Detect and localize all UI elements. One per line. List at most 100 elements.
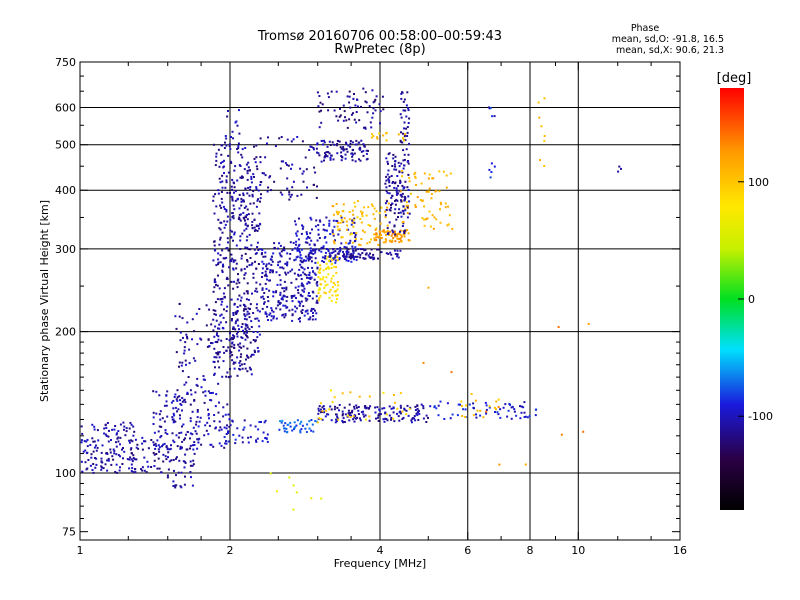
data-point [290, 193, 293, 196]
data-point [398, 165, 401, 168]
data-point [434, 190, 437, 193]
data-point [261, 307, 264, 310]
data-point [324, 229, 327, 232]
data-point [191, 410, 194, 413]
data-point [233, 186, 236, 189]
data-point [315, 248, 318, 251]
data-point [236, 148, 239, 150]
data-point [226, 278, 229, 281]
data-point [306, 186, 308, 189]
data-point [328, 296, 331, 299]
data-point [362, 154, 365, 157]
data-point [427, 190, 430, 193]
data-point [197, 441, 200, 444]
data-point [276, 490, 279, 493]
data-point [171, 416, 174, 419]
data-point [104, 424, 107, 427]
data-point [364, 126, 367, 129]
data-point [422, 361, 425, 364]
data-point [314, 171, 317, 174]
data-point [327, 151, 330, 154]
data-point [299, 317, 301, 320]
data-point [342, 104, 345, 107]
data-point [318, 405, 321, 408]
data-point [510, 417, 513, 420]
data-point [211, 391, 214, 394]
data-point [226, 215, 229, 218]
data-point [270, 319, 273, 322]
data-point [472, 402, 475, 405]
data-point [298, 243, 301, 246]
data-point [309, 316, 312, 319]
data-point [397, 133, 400, 136]
data-point [318, 297, 321, 299]
data-point [255, 186, 258, 189]
data-point [191, 433, 194, 436]
data-point [333, 408, 336, 411]
data-point [391, 202, 394, 205]
data-point [338, 404, 341, 406]
data-point [280, 136, 283, 138]
data-point [302, 180, 305, 183]
data-point [260, 421, 262, 423]
data-point [391, 257, 394, 260]
data-point [342, 417, 345, 420]
data-point [317, 292, 320, 295]
data-point [461, 405, 463, 407]
data-point [323, 411, 326, 414]
data-point [213, 248, 216, 251]
data-point [395, 187, 398, 190]
data-point [111, 428, 114, 431]
data-point [245, 330, 248, 333]
data-point [176, 399, 179, 402]
data-point [392, 417, 395, 420]
data-point [392, 157, 395, 160]
data-point [408, 142, 410, 145]
data-point [262, 262, 265, 265]
data-point [111, 455, 114, 458]
data-point [422, 407, 425, 410]
data-point [375, 417, 377, 420]
data-point [364, 248, 367, 251]
data-point [103, 432, 106, 435]
data-point [239, 213, 242, 216]
data-point [335, 115, 338, 118]
data-point [222, 166, 225, 169]
data-point [402, 212, 405, 215]
data-point [406, 186, 409, 189]
data-point [304, 297, 307, 300]
data-point [320, 250, 323, 253]
data-point [245, 290, 248, 293]
data-point [488, 168, 491, 171]
data-point [264, 251, 267, 254]
data-point [220, 191, 223, 193]
data-point [257, 263, 260, 265]
data-point [321, 406, 324, 409]
data-point [399, 139, 402, 142]
data-point [392, 407, 395, 410]
data-point [221, 297, 224, 300]
data-point [225, 433, 228, 435]
data-point [400, 240, 403, 243]
data-point [243, 217, 246, 220]
data-point [349, 253, 352, 256]
colorbar-tick-label: 100 [748, 176, 769, 189]
data-point [236, 356, 239, 359]
data-point [243, 229, 246, 232]
data-point [354, 143, 357, 146]
data-point [208, 424, 211, 427]
data-point [325, 267, 327, 270]
data-point [140, 468, 142, 471]
data-point [307, 253, 310, 256]
data-point [397, 192, 399, 195]
data-point [268, 289, 271, 292]
data-point [172, 459, 175, 461]
data-point [183, 438, 185, 441]
data-point [205, 324, 208, 327]
data-point [301, 224, 303, 227]
data-point [217, 327, 219, 330]
data-point [229, 424, 232, 427]
data-point [403, 232, 406, 235]
y-tick-label: 300 [55, 243, 76, 256]
y-axis-label: Stationary phase Virtual Height [km] [38, 200, 51, 402]
